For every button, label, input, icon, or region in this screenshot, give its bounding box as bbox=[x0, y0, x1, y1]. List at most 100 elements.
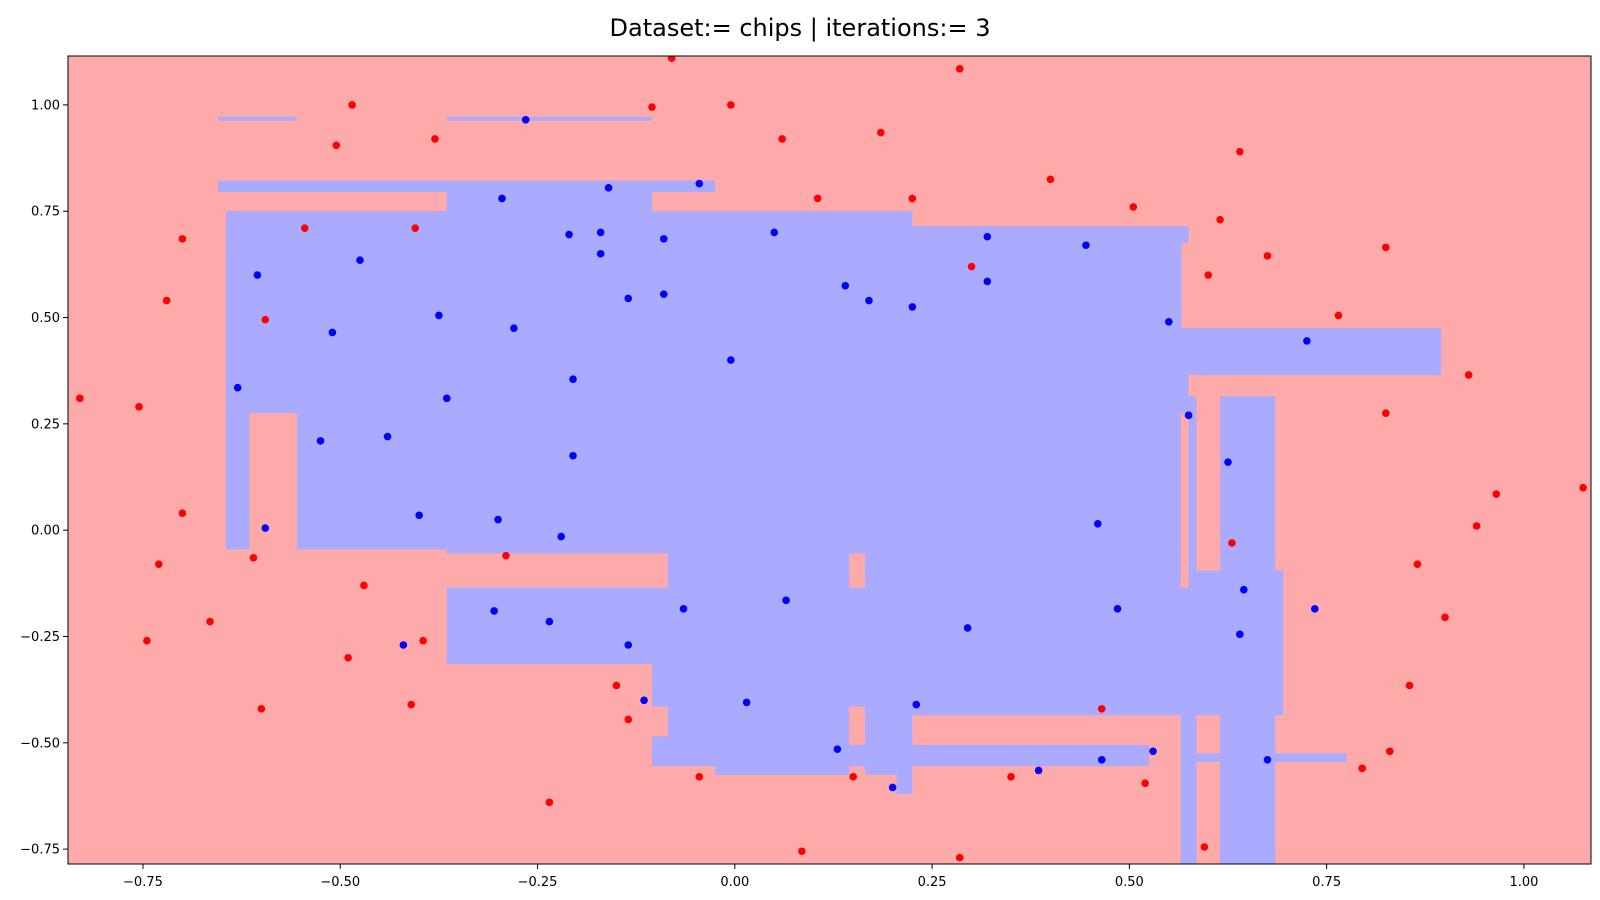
x-axis: −0.75 −0.50 −0.25 0.00 0.25 0.50 0.75 1.00 bbox=[123, 864, 1538, 890]
data-point-red-45 bbox=[1228, 539, 1236, 547]
y-tick-label-3: 0.00 bbox=[31, 524, 60, 539]
data-point-blue-18 bbox=[565, 230, 573, 239]
data-point-red-59 bbox=[1579, 483, 1587, 492]
plot-area bbox=[67, 55, 1592, 865]
decision-region-blue-33 bbox=[1220, 715, 1276, 864]
decision-region-blue-32 bbox=[1180, 715, 1189, 864]
data-point-blue-17 bbox=[557, 532, 565, 541]
data-point-red-57 bbox=[1472, 522, 1481, 530]
data-point-red-26 bbox=[695, 773, 704, 781]
data-point-blue-55 bbox=[1263, 756, 1272, 764]
data-point-red-29 bbox=[798, 847, 806, 856]
decision-region-blue-23 bbox=[667, 706, 850, 737]
decision-region-blue-28 bbox=[715, 766, 850, 775]
data-point-red-18 bbox=[407, 700, 416, 709]
data-point-blue-21 bbox=[596, 228, 605, 237]
data-point-red-3 bbox=[178, 235, 187, 243]
decision-region-blue-19 bbox=[1220, 396, 1276, 571]
data-point-red-44 bbox=[1216, 215, 1224, 224]
data-point-red-46 bbox=[1236, 147, 1244, 156]
data-point-blue-37 bbox=[865, 296, 873, 305]
decision-region-blue-5 bbox=[446, 211, 913, 244]
data-point-blue-43 bbox=[983, 277, 992, 286]
data-point-red-48 bbox=[1334, 311, 1343, 320]
data-point-blue-4 bbox=[316, 437, 325, 445]
data-point-blue-39 bbox=[908, 303, 917, 311]
decision-region-blue-29 bbox=[849, 744, 1150, 767]
data-point-red-9 bbox=[257, 704, 266, 713]
data-point-red-32 bbox=[876, 128, 885, 137]
data-point-blue-11 bbox=[498, 194, 506, 203]
data-point-blue-26 bbox=[640, 696, 648, 705]
data-point-red-22 bbox=[612, 681, 621, 690]
data-point-red-7 bbox=[206, 617, 214, 626]
data-point-red-6 bbox=[143, 636, 151, 645]
x-tick-label-4: 0.25 bbox=[918, 875, 947, 890]
data-point-red-10 bbox=[261, 315, 270, 324]
data-point-blue-56 bbox=[1303, 337, 1311, 345]
data-point-red-28 bbox=[778, 135, 786, 143]
decision-region-blue-11 bbox=[667, 549, 1181, 588]
data-point-blue-23 bbox=[604, 184, 613, 192]
data-point-blue-50 bbox=[1165, 317, 1173, 326]
data-point-blue-27 bbox=[659, 235, 668, 243]
decision-region-blue-26 bbox=[865, 715, 913, 745]
decision-region-blue-31 bbox=[896, 744, 913, 794]
decision-region-blue-24 bbox=[849, 587, 866, 707]
data-point-red-2 bbox=[162, 296, 171, 305]
data-point-blue-54 bbox=[1239, 585, 1248, 594]
decision-region-blue-3 bbox=[446, 192, 652, 212]
data-point-blue-46 bbox=[1094, 519, 1102, 528]
data-point-red-4 bbox=[178, 509, 187, 517]
decision-region-blue-30 bbox=[865, 766, 897, 775]
data-point-blue-3 bbox=[328, 328, 337, 337]
decision-region-red-1 bbox=[849, 553, 866, 588]
scatter-points bbox=[76, 56, 1587, 862]
x-tick-label-1: −0.50 bbox=[320, 875, 360, 890]
data-point-blue-41 bbox=[963, 624, 972, 632]
decision-region-red-2 bbox=[849, 706, 866, 737]
data-point-blue-51 bbox=[1184, 411, 1193, 420]
data-point-blue-22 bbox=[596, 249, 605, 258]
data-point-blue-0 bbox=[253, 271, 262, 279]
data-point-red-42 bbox=[1200, 843, 1209, 851]
decision-region-blue-27 bbox=[651, 736, 850, 767]
y-tick-label-6: 0.75 bbox=[31, 205, 60, 220]
y-tick-label-7: 1.00 bbox=[31, 98, 60, 113]
data-point-red-5 bbox=[154, 560, 163, 568]
decision-region-blue-21 bbox=[446, 587, 1197, 665]
data-point-blue-1 bbox=[233, 383, 242, 392]
data-point-blue-33 bbox=[770, 228, 779, 237]
data-point-red-30 bbox=[813, 194, 822, 203]
data-point-red-25 bbox=[667, 56, 676, 62]
data-point-blue-57 bbox=[1311, 605, 1319, 613]
data-point-red-12 bbox=[332, 141, 341, 150]
data-point-red-34 bbox=[955, 64, 964, 73]
data-point-blue-31 bbox=[727, 356, 735, 364]
data-point-blue-35 bbox=[833, 745, 842, 753]
data-point-blue-25 bbox=[624, 641, 633, 649]
data-point-blue-5 bbox=[356, 256, 364, 264]
data-point-blue-8 bbox=[415, 511, 423, 520]
data-point-blue-13 bbox=[494, 515, 502, 524]
decision-region-blue-0 bbox=[217, 116, 297, 121]
decision-region-red-0 bbox=[249, 413, 297, 550]
data-point-red-43 bbox=[1204, 271, 1213, 279]
data-point-blue-44 bbox=[1034, 766, 1043, 775]
decision-region-blue-20 bbox=[1196, 570, 1284, 716]
data-point-blue-19 bbox=[569, 375, 577, 384]
y-tick-label-4: 0.25 bbox=[31, 417, 60, 432]
data-point-red-58 bbox=[1492, 490, 1501, 498]
data-point-red-51 bbox=[1382, 409, 1390, 418]
y-tick-label-2: −0.25 bbox=[20, 630, 60, 645]
x-tick-label-5: 0.50 bbox=[1115, 875, 1144, 890]
data-point-red-8 bbox=[249, 554, 258, 562]
data-point-blue-7 bbox=[399, 641, 408, 649]
decision-region-blue-4 bbox=[225, 211, 447, 244]
decision-region-blue-9 bbox=[296, 413, 1181, 550]
decision-region-blue-2 bbox=[217, 180, 716, 193]
data-point-red-52 bbox=[1385, 747, 1394, 756]
data-point-blue-53 bbox=[1236, 630, 1244, 639]
data-point-blue-32 bbox=[742, 698, 751, 707]
